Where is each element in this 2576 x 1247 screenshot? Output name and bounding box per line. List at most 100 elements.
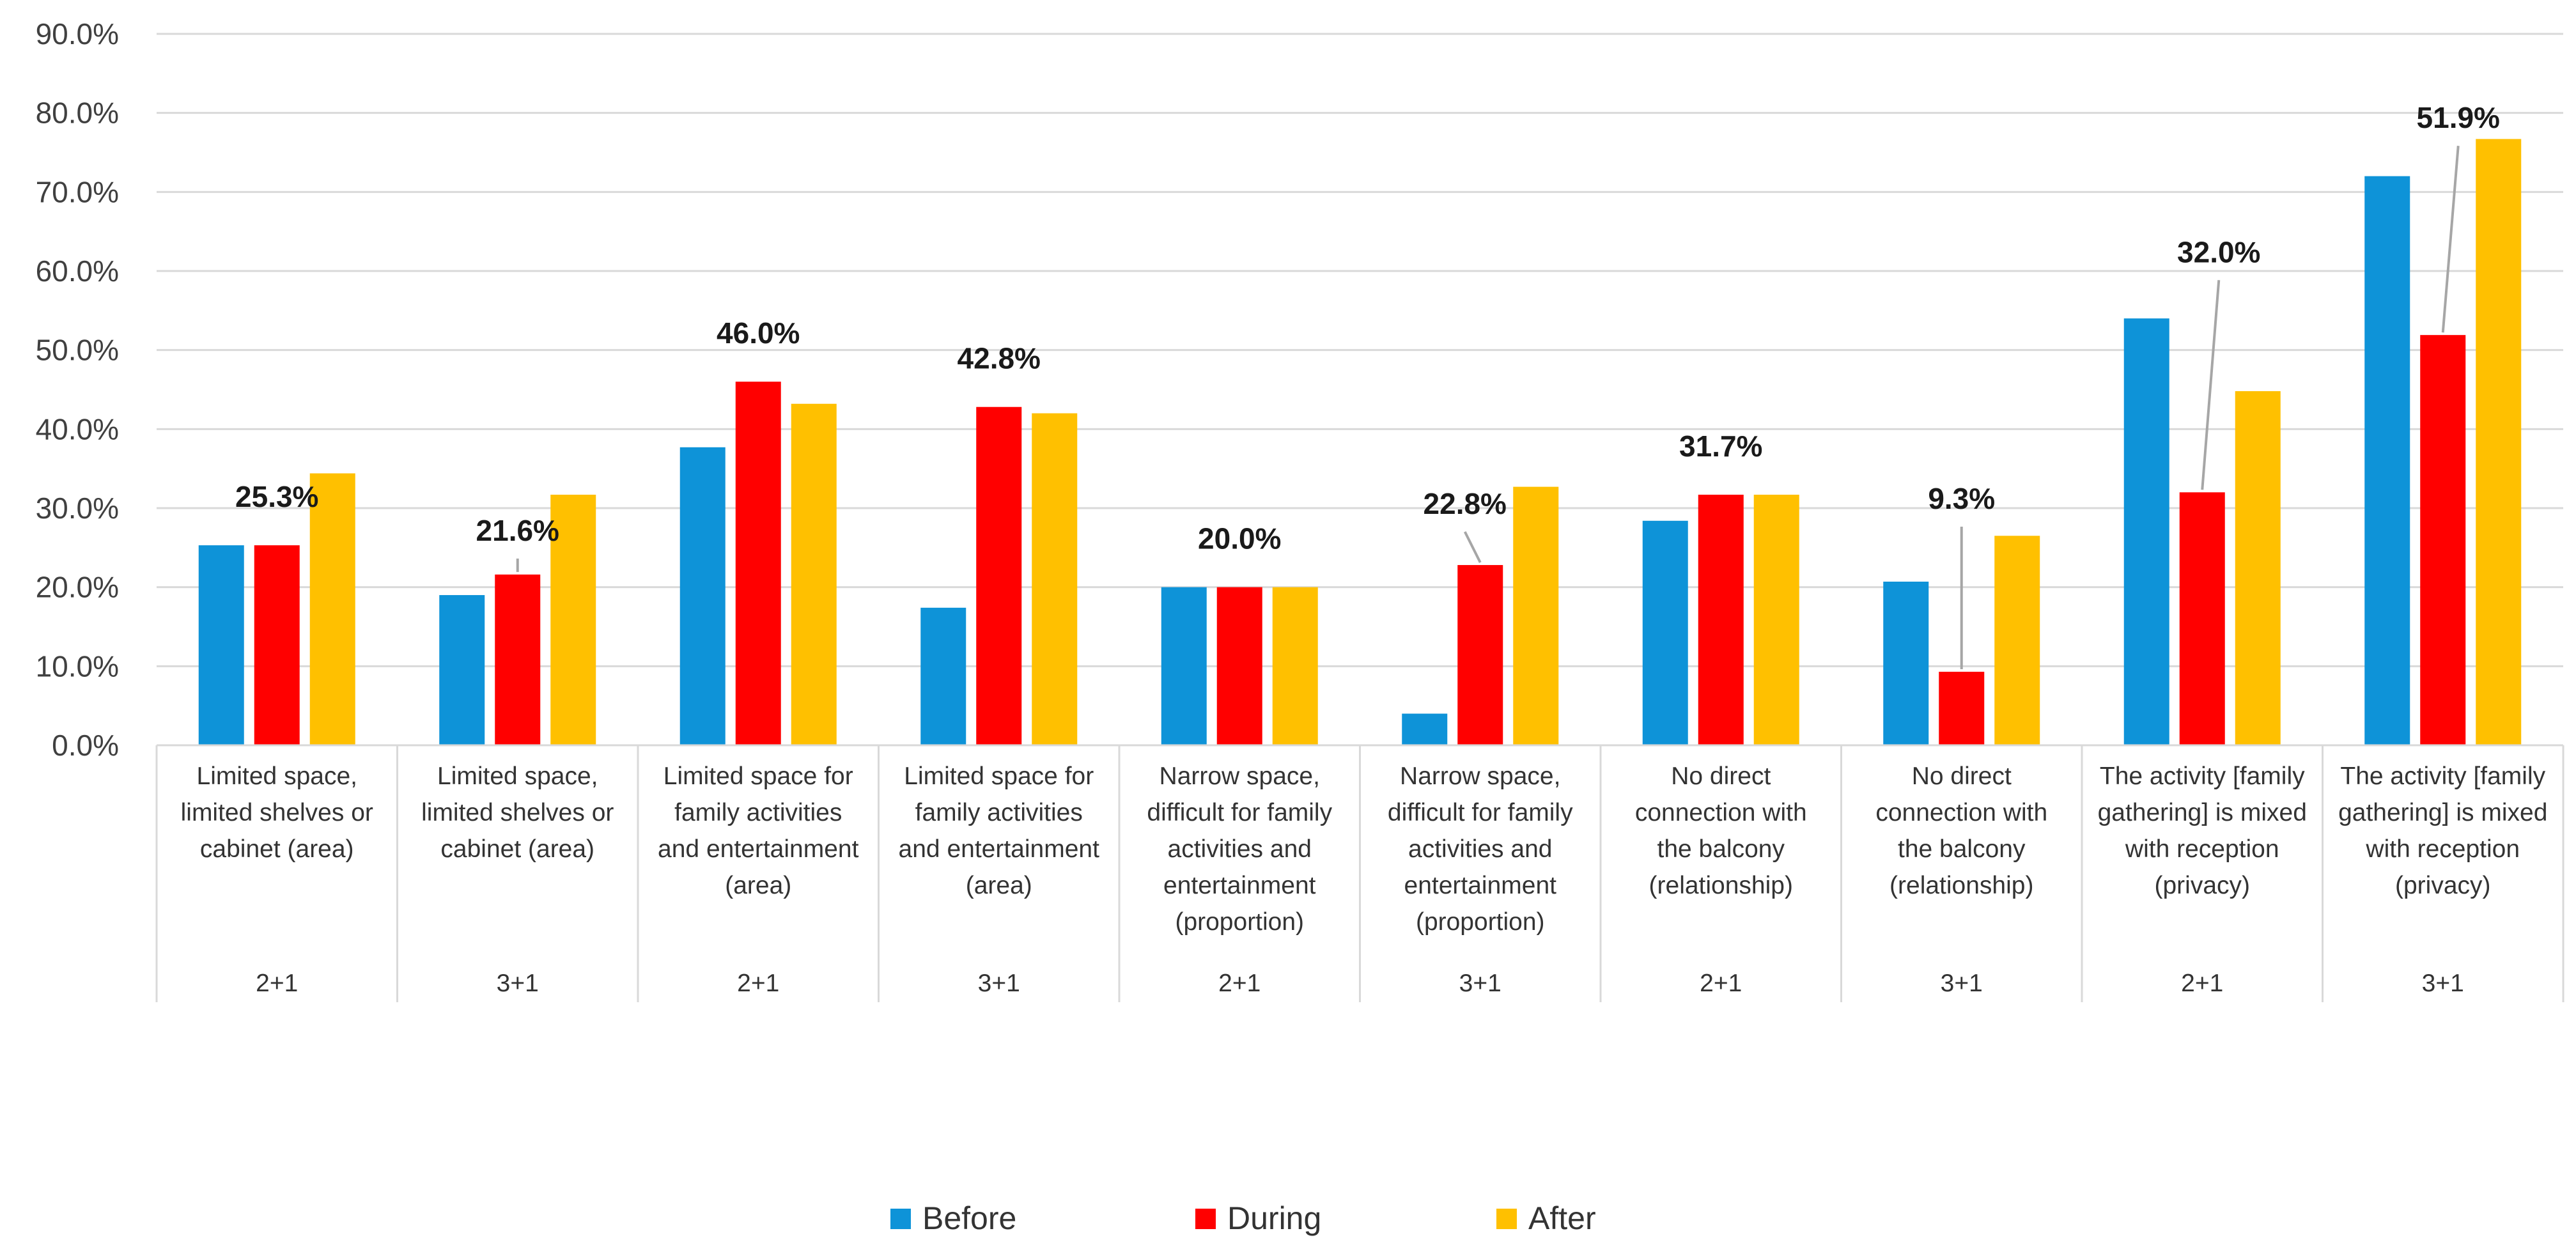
bar-after-4: [1032, 413, 1078, 745]
category-label-line: limited shelves or: [421, 799, 614, 826]
category-label: Narrow space, difficult for family activit…: [1388, 763, 1573, 936]
bar-before-10: [2364, 176, 2410, 746]
category-label-line: family activities: [915, 799, 1083, 826]
category-label-line: entertainment: [1163, 872, 1316, 899]
category-label-line: cabinet (area): [200, 835, 354, 863]
category-label-line: the balcony: [1898, 835, 2026, 863]
bar-before-6: [1402, 713, 1448, 745]
group-label: 2+1: [737, 970, 779, 997]
data-label: 9.3%: [1928, 482, 1995, 515]
category-label-line: Narrow space,: [1160, 763, 1320, 790]
category-label-line: family activities: [674, 799, 842, 826]
y-axis-tick-labels: 0.0% 10.0% 20.0% 30.0% 40.0% 50.0% 60.0% 70.0% 8…: [36, 17, 119, 762]
data-label: 32.0%: [2177, 235, 2260, 268]
data-labels: 25.3% 21.6% 46.0% 42.8% 20.0% 22.8% 31.7% 9.3% 3…: [235, 101, 2500, 555]
category-label-line: the balcony: [1657, 835, 1785, 863]
group-label: 2+1: [1700, 970, 1742, 997]
bar-during-5: [1216, 587, 1262, 745]
data-label: 51.9%: [2417, 101, 2500, 134]
group-label: 3+1: [497, 970, 539, 997]
category-label-line: (area): [966, 872, 1032, 899]
bar-during-1: [254, 545, 300, 745]
category-label-line: gathering] is mixed: [2338, 799, 2547, 826]
y-tick-label: 10.0%: [36, 649, 119, 683]
bar-during-9: [2179, 492, 2225, 745]
category-label-line: (proportion): [1175, 908, 1304, 936]
category-label-line: Limited space,: [437, 763, 598, 790]
y-tick-label: 30.0%: [36, 492, 119, 525]
category-label-line: (proportion): [1416, 908, 1545, 936]
bar-after-9: [2235, 391, 2281, 745]
category-label: No direct connection with the balcony (rela…: [1635, 763, 1807, 899]
category-label-line: difficult for family: [1147, 799, 1332, 826]
bar-during-2: [495, 574, 541, 745]
category-label-line: Narrow space,: [1400, 763, 1560, 790]
category-label-line: difficult for family: [1388, 799, 1573, 826]
y-tick-label: 90.0%: [36, 17, 119, 50]
data-label-leader: [1463, 531, 1482, 563]
bar-after-7: [1753, 494, 1799, 745]
y-tick-label: 40.0%: [36, 412, 119, 445]
legend-swatch-before: [890, 1209, 911, 1229]
category-label-line: (privacy): [2154, 872, 2250, 899]
category-label-line: connection with: [1875, 799, 2047, 826]
category-label-line: activities and: [1168, 835, 1312, 863]
bar-during-3: [735, 382, 781, 745]
data-label-leader: [2441, 146, 2460, 333]
category-label-line: Limited space,: [197, 763, 357, 790]
data-label: 22.8%: [1424, 487, 1507, 520]
category-label-line: (area): [725, 872, 791, 899]
bar-during-6: [1457, 565, 1503, 745]
bar-before-5: [1161, 587, 1207, 745]
data-label: 31.7%: [1679, 430, 1762, 463]
y-tick-label: 0.0%: [52, 729, 119, 762]
category-label: Limited space for family activities and en…: [658, 763, 859, 899]
data-label: 21.6%: [476, 514, 559, 547]
category-label-line: The activity [family: [2100, 763, 2305, 790]
category-label-line: No direct: [1671, 763, 1771, 790]
y-tick-label: 20.0%: [36, 571, 119, 604]
group-label: 3+1: [2422, 970, 2464, 997]
category-label-line: and entertainment: [658, 835, 859, 863]
category-label-line: (relationship): [1649, 872, 1793, 899]
bar-after-2: [550, 494, 596, 745]
category-label: No direct connection with the balcony (rela…: [1875, 763, 2047, 899]
group-label: 3+1: [1459, 970, 1501, 997]
bar-after-3: [791, 403, 837, 745]
category-label-line: with reception: [2125, 835, 2279, 863]
data-label: 20.0%: [1198, 522, 1281, 555]
category-label-line: limited shelves or: [181, 799, 373, 826]
data-label: 25.3%: [235, 480, 318, 513]
legend-label-after: After: [1528, 1200, 1596, 1236]
category-label-line: The activity [family: [2340, 763, 2545, 790]
category-label-line: activities and: [1408, 835, 1552, 863]
category-label-line: No direct: [1912, 763, 2012, 790]
category-label: Limited space for family activities and en…: [899, 763, 1100, 899]
legend: Before During After: [890, 1200, 1596, 1236]
category-label-line: entertainment: [1404, 872, 1557, 899]
bar-before-2: [439, 595, 485, 745]
bar-after-10: [2476, 139, 2522, 745]
bar-after-8: [1994, 536, 2040, 745]
category-label-line: Limited space for: [904, 763, 1094, 790]
category-label: Narrow space, difficult for family activit…: [1147, 763, 1332, 936]
bar-before-4: [920, 607, 966, 745]
group-label: 2+1: [256, 970, 298, 997]
bar-during-8: [1939, 671, 1985, 745]
y-tick-label: 80.0%: [36, 97, 119, 130]
bar-before-3: [679, 447, 725, 745]
category-label-line: gathering] is mixed: [2098, 799, 2307, 826]
data-label-leader-lines: [516, 146, 2460, 669]
category-label: The activity [family gathering] is mixed w…: [2338, 763, 2547, 899]
category-label-line: Limited space for: [663, 763, 853, 790]
category-label-line: with reception: [2365, 835, 2520, 863]
legend-label-during: During: [1227, 1200, 1321, 1236]
y-tick-label: 70.0%: [36, 175, 119, 208]
category-label-line: (privacy): [2395, 872, 2491, 899]
legend-swatch-after: [1496, 1209, 1517, 1229]
category-label: Limited space, limited shelves or cabinet …: [421, 763, 614, 863]
bars: [198, 139, 2522, 746]
data-label: 46.0%: [717, 316, 800, 350]
bar-before-1: [198, 545, 244, 745]
